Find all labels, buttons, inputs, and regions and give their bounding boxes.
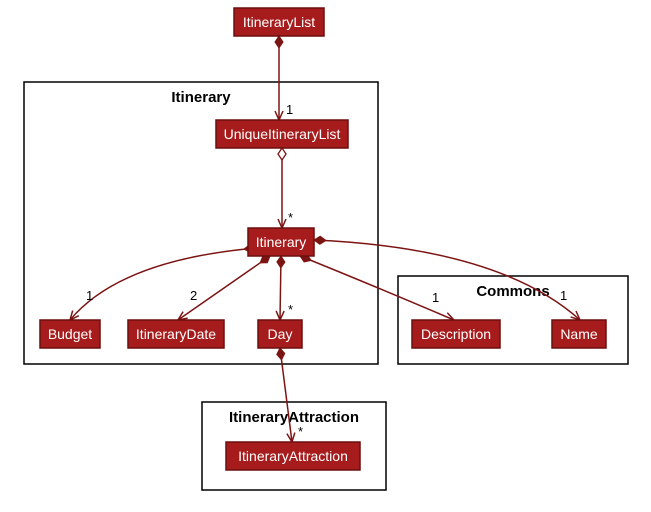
mult-itinerary-description: 1 (432, 290, 439, 305)
node-itinerary-date-label: ItineraryDate (136, 326, 216, 342)
mult-day-itinerary-attraction: * (298, 424, 303, 439)
node-itinerary-list: ItineraryList (234, 8, 324, 36)
edge-itinerary-name (314, 240, 580, 320)
pkg-itinerary-attraction-title: ItineraryAttraction (229, 409, 359, 426)
edge-day-itinerary-attraction (280, 348, 292, 442)
node-description: Description (412, 320, 500, 348)
uml-diagram: ItineraryCommonsItineraryAttraction1*12*… (0, 0, 651, 512)
node-itinerary-label: Itinerary (256, 234, 307, 250)
edge-itinerary-description (300, 256, 454, 320)
node-description-label: Description (421, 326, 491, 342)
edge-itinerary-budget (70, 248, 256, 320)
mult-itinerary-day: * (288, 302, 293, 317)
edges: 1 * 1 2 * 1 1 * (70, 36, 580, 442)
node-budget: Budget (40, 320, 100, 348)
mult-unique-itinerary-list-itinerary: * (288, 210, 293, 225)
node-name-label: Name (560, 326, 598, 342)
node-unique-itinerary-list: UniqueItineraryList (216, 120, 348, 148)
node-itinerary-list-label: ItineraryList (243, 14, 315, 30)
node-itinerary-attraction-label: ItineraryAttraction (238, 448, 348, 464)
node-name: Name (552, 320, 606, 348)
node-itinerary-date: ItineraryDate (128, 320, 224, 348)
edge-itinerary-day (280, 256, 281, 320)
node-day: Day (258, 320, 302, 348)
node-day-label: Day (268, 326, 293, 342)
pkg-itinerary-title: Itinerary (171, 89, 231, 106)
node-budget-label: Budget (48, 326, 92, 342)
mult-itinerary-list-unique-itinerary-list: 1 (286, 102, 293, 117)
node-unique-itinerary-list-label: UniqueItineraryList (224, 126, 341, 142)
mult-itinerary-itinerary-date: 2 (190, 288, 197, 303)
mult-itinerary-name: 1 (560, 288, 567, 303)
node-itinerary-attraction: ItineraryAttraction (226, 442, 360, 470)
node-itinerary: Itinerary (248, 228, 314, 256)
nodes: ItineraryList UniqueItineraryList Itinerar… (40, 8, 606, 470)
mult-itinerary-budget: 1 (86, 288, 93, 303)
